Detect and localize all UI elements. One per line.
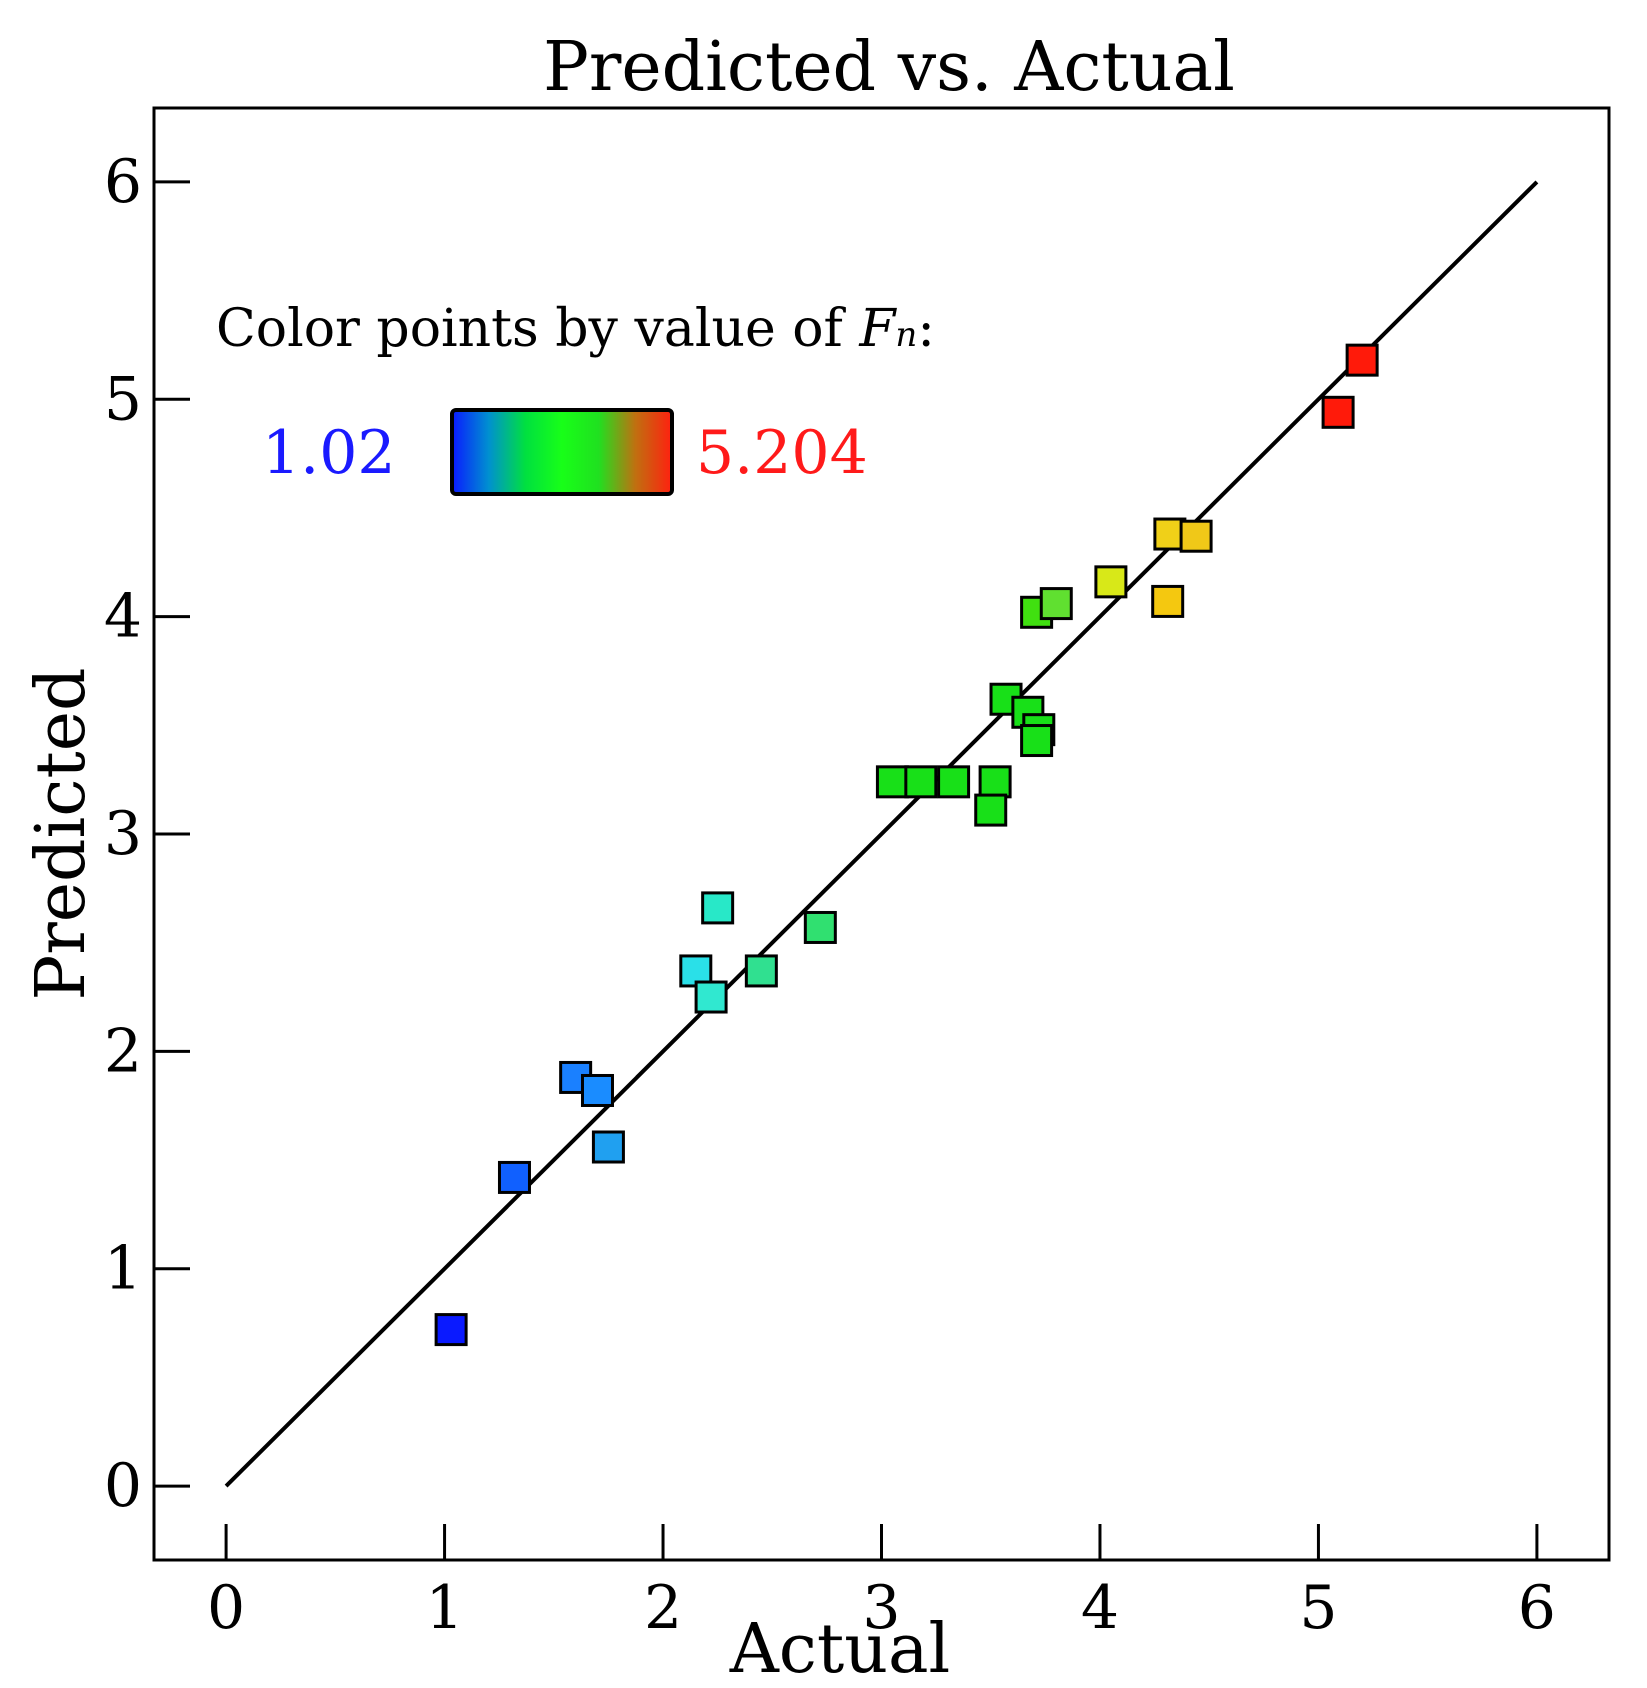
data-point-25 xyxy=(1321,395,1355,429)
x-tick-label-1: 1 xyxy=(425,1573,463,1643)
x-tick-label-4: 4 xyxy=(1081,1573,1119,1643)
y-tick-label-4: 4 xyxy=(104,582,142,652)
data-point-24 xyxy=(1151,584,1185,618)
y-tick-label-1: 1 xyxy=(104,1234,142,1304)
data-points xyxy=(434,343,1379,1347)
y-tick-label-3: 3 xyxy=(104,799,142,869)
y-axis-ticks: 0 1 2 3 4 5 6 xyxy=(104,147,190,1521)
reference-line-y-equals-x xyxy=(224,180,1539,1488)
color-legend-caption-sub: n xyxy=(895,315,917,355)
y-tick-label-2: 2 xyxy=(104,1016,142,1086)
data-point-14 xyxy=(974,793,1008,827)
color-legend-caption: Color points by value of Fn: xyxy=(216,299,935,359)
data-point-11 xyxy=(904,765,938,799)
data-point-7 xyxy=(701,891,735,925)
data-point-4 xyxy=(591,1130,625,1164)
chart-title: Predicted vs. Actual xyxy=(543,28,1235,107)
data-point-6 xyxy=(694,980,728,1014)
data-point-18 xyxy=(1020,724,1054,758)
data-point-8 xyxy=(744,954,778,988)
data-point-26 xyxy=(1345,343,1379,377)
x-axis-label: Actual xyxy=(729,1610,951,1688)
x-axis-ticks: 0 1 2 3 4 5 6 xyxy=(207,1524,1556,1643)
y-tick-label-5: 5 xyxy=(104,364,142,434)
y-tick-label-0: 0 xyxy=(104,1451,142,1521)
data-point-1 xyxy=(497,1160,531,1194)
color-legend-bar xyxy=(450,408,674,496)
data-point-3 xyxy=(580,1073,614,1107)
x-tick-label-0: 0 xyxy=(207,1573,245,1643)
data-point-12 xyxy=(937,765,971,799)
x-tick-label-2: 2 xyxy=(644,1573,682,1643)
color-legend-caption-suffix: : xyxy=(917,299,935,359)
data-point-13 xyxy=(978,765,1012,799)
x-tick-label-3: 3 xyxy=(862,1573,900,1643)
y-tick-label-6: 6 xyxy=(104,147,142,217)
data-point-20 xyxy=(1039,587,1073,621)
data-point-21 xyxy=(1094,565,1128,599)
color-legend-max-label: 5.204 xyxy=(696,418,868,488)
data-point-10 xyxy=(875,765,909,799)
color-legend-caption-prefix: Color points by value of xyxy=(216,299,859,359)
x-tick-label-6: 6 xyxy=(1518,1573,1556,1643)
data-point-23 xyxy=(1179,519,1213,553)
y-axis-label: Predicted xyxy=(22,668,101,1001)
color-legend-caption-var: F xyxy=(858,299,897,359)
x-tick-label-5: 5 xyxy=(1299,1573,1337,1643)
data-point-9 xyxy=(803,910,837,944)
color-legend-min-label: 1.02 xyxy=(262,418,396,488)
data-point-0 xyxy=(434,1313,468,1347)
